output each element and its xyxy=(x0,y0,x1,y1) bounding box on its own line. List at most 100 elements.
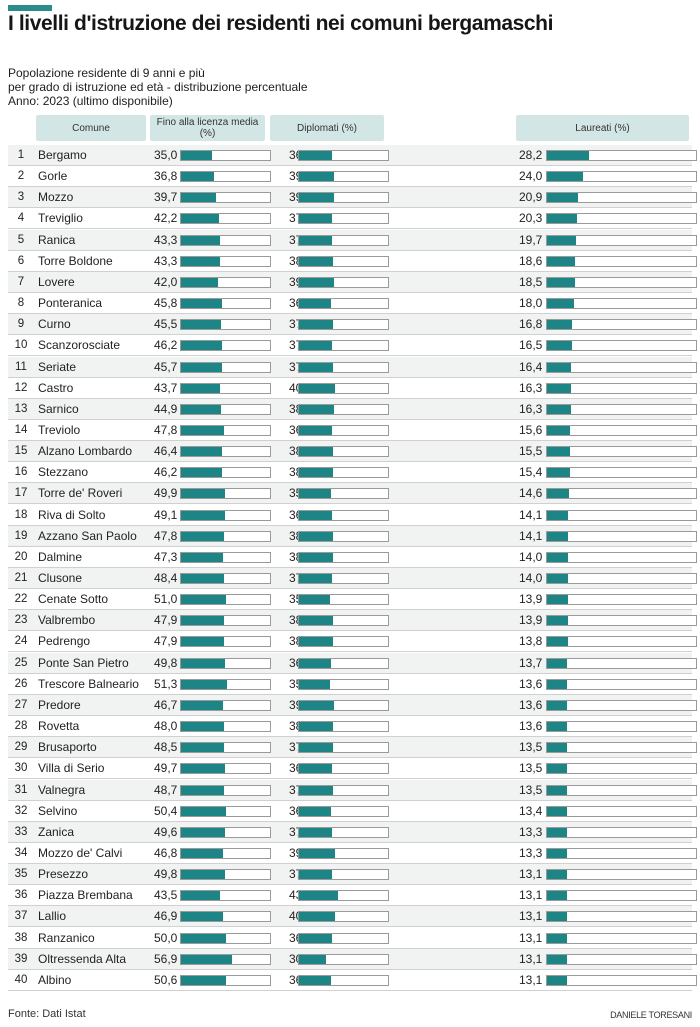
row-divider xyxy=(8,820,692,822)
diplomati-bar xyxy=(299,299,332,309)
laureati-bar-track xyxy=(546,721,697,733)
row-rank: 32 xyxy=(14,804,28,817)
comune-name: Selvino xyxy=(38,803,78,818)
diplomati-bar xyxy=(299,214,333,224)
laureati-bar-track xyxy=(546,911,697,923)
laureati-bar xyxy=(547,468,570,478)
row-rank: 7 xyxy=(17,275,25,288)
laureati-value: 14,1 xyxy=(519,528,543,543)
laureati-bar-track xyxy=(546,699,697,711)
laureati-bar-track xyxy=(546,424,697,436)
licenza-bar-track xyxy=(180,911,271,923)
licenza-bar-track xyxy=(180,932,271,944)
diplomati-bar xyxy=(299,235,332,245)
header-comune: Comune xyxy=(36,115,146,141)
licenza-bar-track xyxy=(180,551,271,563)
licenza-value: 49,8 xyxy=(154,867,178,882)
row-divider xyxy=(8,588,692,589)
laureati-bar-track xyxy=(546,340,697,352)
laureati-bar-track xyxy=(546,255,697,267)
laureati-bar xyxy=(547,891,567,901)
header-laureati: Laureati (%) xyxy=(516,115,689,141)
row-divider xyxy=(8,334,692,336)
licenza-bar-track xyxy=(180,826,271,838)
row-divider xyxy=(8,693,692,695)
laureati-value: 13,3 xyxy=(519,845,543,860)
comune-name: Lallio xyxy=(38,909,67,924)
row-rank: 5 xyxy=(17,233,25,246)
row-rank: 9 xyxy=(17,318,25,331)
laureati-value: 13,5 xyxy=(519,782,543,797)
licenza-bar xyxy=(181,510,225,520)
diplomati-bar xyxy=(299,277,335,287)
laureati-bar xyxy=(547,256,575,266)
diplomati-bar xyxy=(299,700,335,710)
licenza-value: 50,6 xyxy=(154,972,178,987)
licenza-bar xyxy=(181,975,227,985)
laureati-value: 16,8 xyxy=(519,317,543,332)
row-rank: 13 xyxy=(14,402,28,415)
laureati-value: 13,6 xyxy=(519,697,543,712)
laureati-value: 14,0 xyxy=(519,571,543,585)
row-rank: 8 xyxy=(17,297,25,310)
row-rank: 33 xyxy=(14,825,28,838)
laureati-bar-track xyxy=(546,784,697,796)
laureati-bar xyxy=(547,404,572,414)
laureati-bar xyxy=(547,764,568,774)
laureati-bar-track xyxy=(546,953,697,965)
diplomati-bar xyxy=(299,362,333,372)
row-divider xyxy=(8,968,692,970)
laureati-bar xyxy=(547,299,574,309)
laureati-bar-track xyxy=(546,361,697,373)
row-rank: 12 xyxy=(14,381,28,394)
laureati-bar xyxy=(547,827,567,837)
licenza-bar xyxy=(181,764,226,774)
licenza-value: 42,0 xyxy=(154,274,178,289)
row-divider xyxy=(8,672,692,674)
diplomati-bar-track xyxy=(298,255,389,267)
licenza-value: 47,8 xyxy=(154,528,178,543)
author-credit: DANIELE TORESANI xyxy=(610,1010,692,1020)
comune-name: Bergamo xyxy=(38,148,87,162)
laureati-value: 15,4 xyxy=(519,465,543,480)
comune-name: Castro xyxy=(38,380,74,395)
licenza-value: 48,5 xyxy=(154,740,178,755)
licenza-bar-track xyxy=(180,615,271,627)
laureati-value: 13,1 xyxy=(519,951,543,966)
diplomati-bar-track xyxy=(298,446,389,458)
comune-name: Clusone xyxy=(38,571,83,585)
licenza-value: 51,0 xyxy=(154,592,178,607)
row-divider xyxy=(8,228,692,230)
row-divider xyxy=(8,524,692,526)
row-rank: 2 xyxy=(17,170,25,183)
comune-name: Azzano San Paolo xyxy=(38,528,137,543)
comune-name: Predore xyxy=(38,697,81,712)
diplomati-bar xyxy=(299,912,335,922)
row-divider xyxy=(8,355,692,357)
licenza-value: 48,0 xyxy=(154,719,178,734)
laureati-value: 16,3 xyxy=(519,401,543,416)
licenza-bar-track xyxy=(180,298,271,310)
row-rank: 11 xyxy=(15,360,27,373)
comune-name: Torre Boldone xyxy=(38,253,113,268)
laureati-bar xyxy=(547,341,572,351)
diplomati-bar-track xyxy=(298,382,389,394)
row-rank: 28 xyxy=(14,720,28,733)
laureati-bar xyxy=(547,510,568,520)
diplomati-bar-track xyxy=(298,340,389,352)
laureati-bar xyxy=(547,214,578,224)
laureati-value: 13,1 xyxy=(519,888,543,903)
diplomati-bar xyxy=(299,531,333,541)
licenza-value: 49,7 xyxy=(154,761,178,776)
laureati-bar xyxy=(547,552,568,562)
laureati-bar-track xyxy=(546,171,697,183)
licenza-bar xyxy=(181,658,226,668)
laureati-bar-track xyxy=(546,869,697,881)
licenza-value: 49,8 xyxy=(154,655,178,670)
